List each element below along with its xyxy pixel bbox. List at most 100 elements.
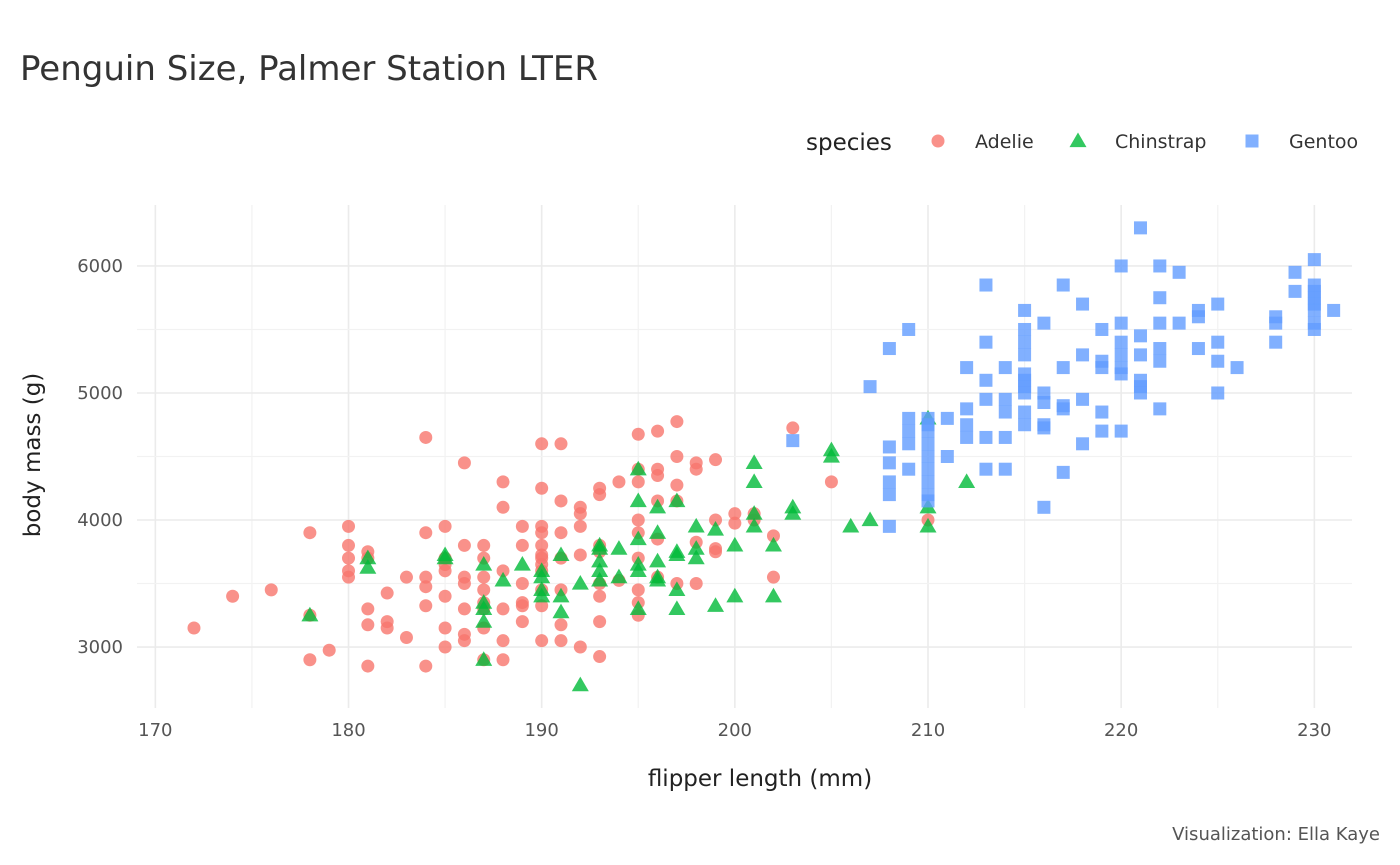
- gentoo-point: [1114, 424, 1128, 438]
- gentoo-point: [1153, 316, 1167, 330]
- adelie-point: [631, 475, 645, 489]
- chinstrap-point: [552, 603, 570, 619]
- adelie-point: [419, 580, 433, 594]
- chinstrap-point: [764, 536, 782, 552]
- chinstrap-point: [958, 473, 976, 489]
- gentoo-point: [1114, 348, 1128, 362]
- gentoo-point: [940, 450, 954, 463]
- adelie-point: [419, 659, 433, 673]
- gentoo-point: [998, 430, 1012, 444]
- gentoo-point: [960, 430, 974, 444]
- gentoo-point: [998, 361, 1012, 375]
- adelie-point: [303, 653, 317, 667]
- gentoo-point: [979, 335, 993, 349]
- adelie-point: [573, 640, 587, 654]
- adelie-point: [593, 650, 607, 664]
- adelie-point: [438, 519, 452, 533]
- adelie-point: [728, 507, 742, 521]
- legend-item-gentoo: Gentoo: [1245, 131, 1358, 153]
- adelie-point: [361, 602, 375, 616]
- adelie-point: [496, 564, 510, 578]
- chinstrap-point: [533, 568, 551, 584]
- y-tick-label: 6000: [77, 256, 123, 277]
- gentoo-point: [1211, 354, 1225, 368]
- adelie-point: [380, 621, 394, 635]
- gentoo-point: [1018, 405, 1032, 419]
- chinstrap-point: [591, 540, 609, 555]
- gentoo-point: [979, 373, 993, 387]
- gentoo-point: [998, 462, 1012, 476]
- gentoo-point: [1153, 291, 1167, 305]
- gentoo-point: [1095, 322, 1109, 336]
- chinstrap-point: [668, 546, 686, 562]
- gentoo-point: [1056, 465, 1070, 479]
- gentoo-point: [1056, 361, 1070, 375]
- adelie-point: [670, 478, 684, 492]
- chinstrap-point: [359, 559, 377, 574]
- adelie-point: [535, 526, 549, 540]
- gentoo-point: [1018, 386, 1032, 400]
- adelie-point: [438, 564, 452, 578]
- chinstrap-point: [668, 492, 686, 508]
- x-axis-ticks: 170 180 190 200 210 220 230: [138, 720, 1331, 741]
- x-tick-label: 170: [138, 720, 172, 741]
- gridlines: [137, 205, 1352, 708]
- legend: species Adelie Chinstrap Gentoo: [806, 130, 1358, 156]
- chinstrap-point: [591, 552, 609, 568]
- gentoo-point: [921, 494, 935, 508]
- chinstrap-point: [745, 473, 763, 489]
- gentoo-point: [882, 519, 896, 533]
- caption: Visualization: Ella Kaye: [1172, 824, 1380, 845]
- legend-label-gentoo: Gentoo: [1289, 131, 1358, 153]
- adelie-point: [535, 599, 549, 613]
- chinstrap-point: [919, 517, 937, 533]
- x-tick-label: 230: [1297, 720, 1331, 741]
- gentoo-point: [1153, 342, 1167, 356]
- chinstrap-point: [707, 521, 725, 536]
- adelie-point: [631, 583, 645, 597]
- gentoo-point: [1056, 278, 1070, 292]
- gentoo-point: [1211, 386, 1225, 400]
- gentoo-point: [1037, 421, 1051, 435]
- gentoo-point: [1018, 348, 1032, 362]
- gentoo-point: [1114, 367, 1128, 381]
- adelie-point: [457, 602, 471, 616]
- legend-item-adelie: Adelie: [931, 131, 1034, 153]
- chinstrap-point: [687, 549, 705, 565]
- adelie-point: [766, 529, 780, 543]
- gentoo-point: [1095, 405, 1109, 419]
- adelie-point: [342, 519, 356, 533]
- gentoo-point: [1133, 386, 1147, 400]
- gentoo-point: [1269, 335, 1283, 349]
- adelie-point: [496, 475, 510, 489]
- gentoo-point: [1076, 348, 1090, 362]
- adelie-point: [593, 488, 607, 502]
- chinstrap-point: [745, 454, 763, 469]
- gentoo-point: [902, 462, 916, 476]
- gentoo-point: [1191, 310, 1205, 324]
- gentoo-point: [1211, 297, 1225, 311]
- data-points: [187, 221, 1341, 692]
- adelie-point: [419, 599, 433, 613]
- adelie-point: [515, 615, 529, 629]
- adelie-point: [187, 621, 201, 635]
- gentoo-point: [1018, 303, 1032, 317]
- adelie-point: [515, 519, 529, 533]
- adelie-point: [477, 570, 491, 584]
- adelie-point: [728, 516, 742, 530]
- adelie-point: [515, 538, 529, 552]
- adelie-point: [535, 481, 549, 495]
- chinstrap-point: [571, 575, 589, 590]
- gentoo-point: [882, 488, 896, 502]
- adelie-point: [573, 519, 587, 533]
- chinstrap-point: [591, 562, 609, 577]
- y-axis-title: body mass (g): [20, 373, 46, 538]
- y-tick-label: 5000: [77, 383, 123, 404]
- chinstrap-point: [629, 600, 647, 616]
- gentoo-point: [960, 418, 974, 432]
- legend-label-chinstrap: Chinstrap: [1115, 131, 1207, 153]
- adelie-point: [824, 475, 838, 489]
- adelie-point: [593, 615, 607, 629]
- gentoo-point: [1172, 316, 1186, 330]
- gentoo-point: [1095, 424, 1109, 438]
